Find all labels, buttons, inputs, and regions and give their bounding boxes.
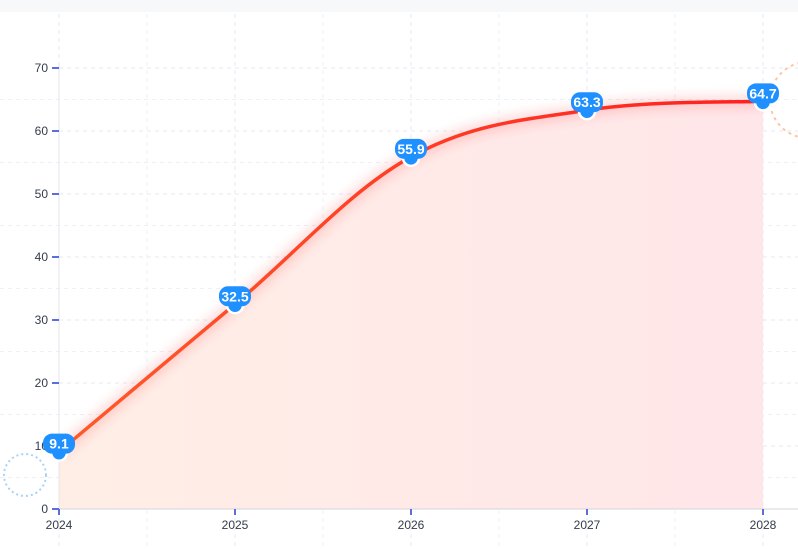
y-tick-label: 0 <box>41 502 48 516</box>
y-tick-label: 70 <box>35 61 49 75</box>
x-tick-label: 2026 <box>398 518 425 532</box>
x-tick-label: 2025 <box>222 518 249 532</box>
data-markers: 9.1 32.5 55.9 63.3 64.7 <box>43 83 779 462</box>
data-point: 32.5 <box>219 286 251 315</box>
data-label: 63.3 <box>573 94 600 110</box>
series-line-path <box>57 99 765 454</box>
top-strip <box>0 0 798 12</box>
data-label: 9.1 <box>49 436 69 452</box>
data-label-pointer <box>758 101 768 107</box>
data-point: 64.7 <box>747 83 779 112</box>
area-fill <box>59 101 763 509</box>
decor-circle-left <box>3 453 47 497</box>
data-point: 9.1 <box>43 433 75 462</box>
x-tick-label: 2027 <box>574 518 601 532</box>
x-tick-label: 2024 <box>46 518 73 532</box>
data-label-pointer <box>54 451 64 457</box>
y-tick-label: 20 <box>35 376 49 390</box>
data-label-pointer <box>582 110 592 116</box>
data-label: 64.7 <box>749 85 776 101</box>
y-tick-label: 50 <box>35 187 49 201</box>
data-label-bg <box>43 433 75 454</box>
data-point: 63.3 <box>571 92 603 121</box>
data-label-bg <box>395 138 427 159</box>
area-path <box>59 101 763 509</box>
series-line <box>56 97 765 455</box>
y-tick-label: 30 <box>35 313 49 327</box>
data-label-bg <box>747 83 779 104</box>
data-label: 32.5 <box>221 288 248 304</box>
y-tick-label: 60 <box>35 124 49 138</box>
data-label: 55.9 <box>397 141 424 157</box>
data-point: 55.9 <box>395 138 427 168</box>
data-label-bg <box>219 286 251 307</box>
data-label-bg <box>571 92 603 113</box>
x-tick-label: 2028 <box>750 518 777 532</box>
y-tick-label: 40 <box>35 250 49 264</box>
data-label-pointer <box>230 304 240 310</box>
data-label-pointer <box>406 156 416 162</box>
